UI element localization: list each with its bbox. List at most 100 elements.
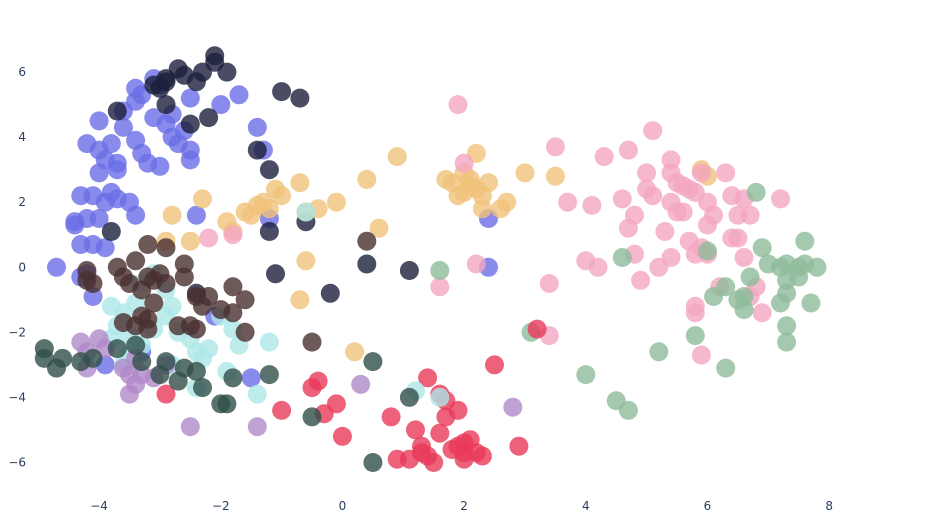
data-point [223,303,243,323]
data-point [691,163,711,183]
data-point [631,270,651,290]
data-point [497,192,517,212]
data-point [661,150,681,170]
series-8 [77,231,377,352]
data-point [527,319,547,339]
data-point [454,153,474,173]
data-point [120,384,139,404]
data-point [296,202,316,222]
data-point [47,257,66,277]
data-point [734,300,754,320]
series-3 [199,95,790,365]
data-point [259,160,279,180]
data-point [156,95,176,115]
data-point [174,358,194,378]
data-point [582,195,602,215]
data-point [156,274,176,293]
data-point [180,88,200,108]
data-point [777,316,797,336]
data-point [698,241,717,261]
data-point [698,215,717,235]
data-point [734,248,754,267]
data-point [685,303,705,323]
data-point [113,117,133,137]
data-point [126,335,146,355]
x-tick-label: 8 [825,499,833,513]
data-point [144,293,164,313]
data-point [801,293,821,313]
data-point [272,82,292,102]
data-point [211,394,231,414]
data-point [363,453,383,472]
data-point [545,137,565,157]
data-point [412,436,431,456]
data-point [83,287,103,306]
data-point [357,169,377,189]
data-point [205,46,225,66]
data-point [156,352,176,372]
series-2 [156,143,717,362]
data-point [716,163,736,183]
data-point [752,238,772,258]
data-point [351,374,371,394]
data-point [418,368,438,388]
data-point [290,88,310,108]
x-tick-label: 6 [704,499,712,513]
data-point [740,267,760,287]
data-point [643,186,663,206]
data-point [466,254,486,274]
data-point [387,147,407,167]
data-point [126,205,146,225]
data-point [643,121,663,141]
data-point [399,387,419,407]
x-tick-label: 4 [582,499,590,513]
data-point [259,332,279,352]
data-point [101,134,121,154]
data-point [691,345,711,365]
data-point [448,400,468,420]
data-point [126,251,146,271]
data-point [612,189,632,209]
data-point [162,296,182,316]
data-point [241,368,261,388]
data-point [430,387,450,407]
data-point [107,160,127,180]
data-point [539,274,559,293]
data-point [588,257,608,277]
data-point [618,140,638,160]
data-point [247,384,267,404]
data-point [247,140,267,160]
data-point [266,264,285,284]
x-tick-label: −4 [90,499,108,513]
data-point [430,423,450,443]
data-point [199,228,219,248]
data-point [485,355,504,375]
data-point [442,173,462,193]
data-point [357,254,377,274]
y-tick-label: −6 [8,456,26,470]
data-point [472,199,492,219]
data-point [594,147,614,167]
data-point [515,163,535,183]
data-point [199,108,219,128]
data-point [326,394,346,414]
data-point [545,166,565,186]
data-point [180,231,200,251]
series-9 [34,335,419,472]
data-point [399,261,419,280]
y-tick-label: 6 [18,65,26,79]
data-point [162,205,182,225]
data-point [199,339,219,359]
data-point [247,117,267,137]
data-point [223,368,243,388]
data-point [53,348,73,368]
data-point [71,332,91,352]
data-point [302,378,322,398]
data-point [381,407,401,427]
data-point [406,420,425,440]
data-point [138,309,158,329]
data-point [752,303,772,323]
data-point [302,332,322,352]
data-point [345,342,365,362]
data-point [685,326,705,346]
